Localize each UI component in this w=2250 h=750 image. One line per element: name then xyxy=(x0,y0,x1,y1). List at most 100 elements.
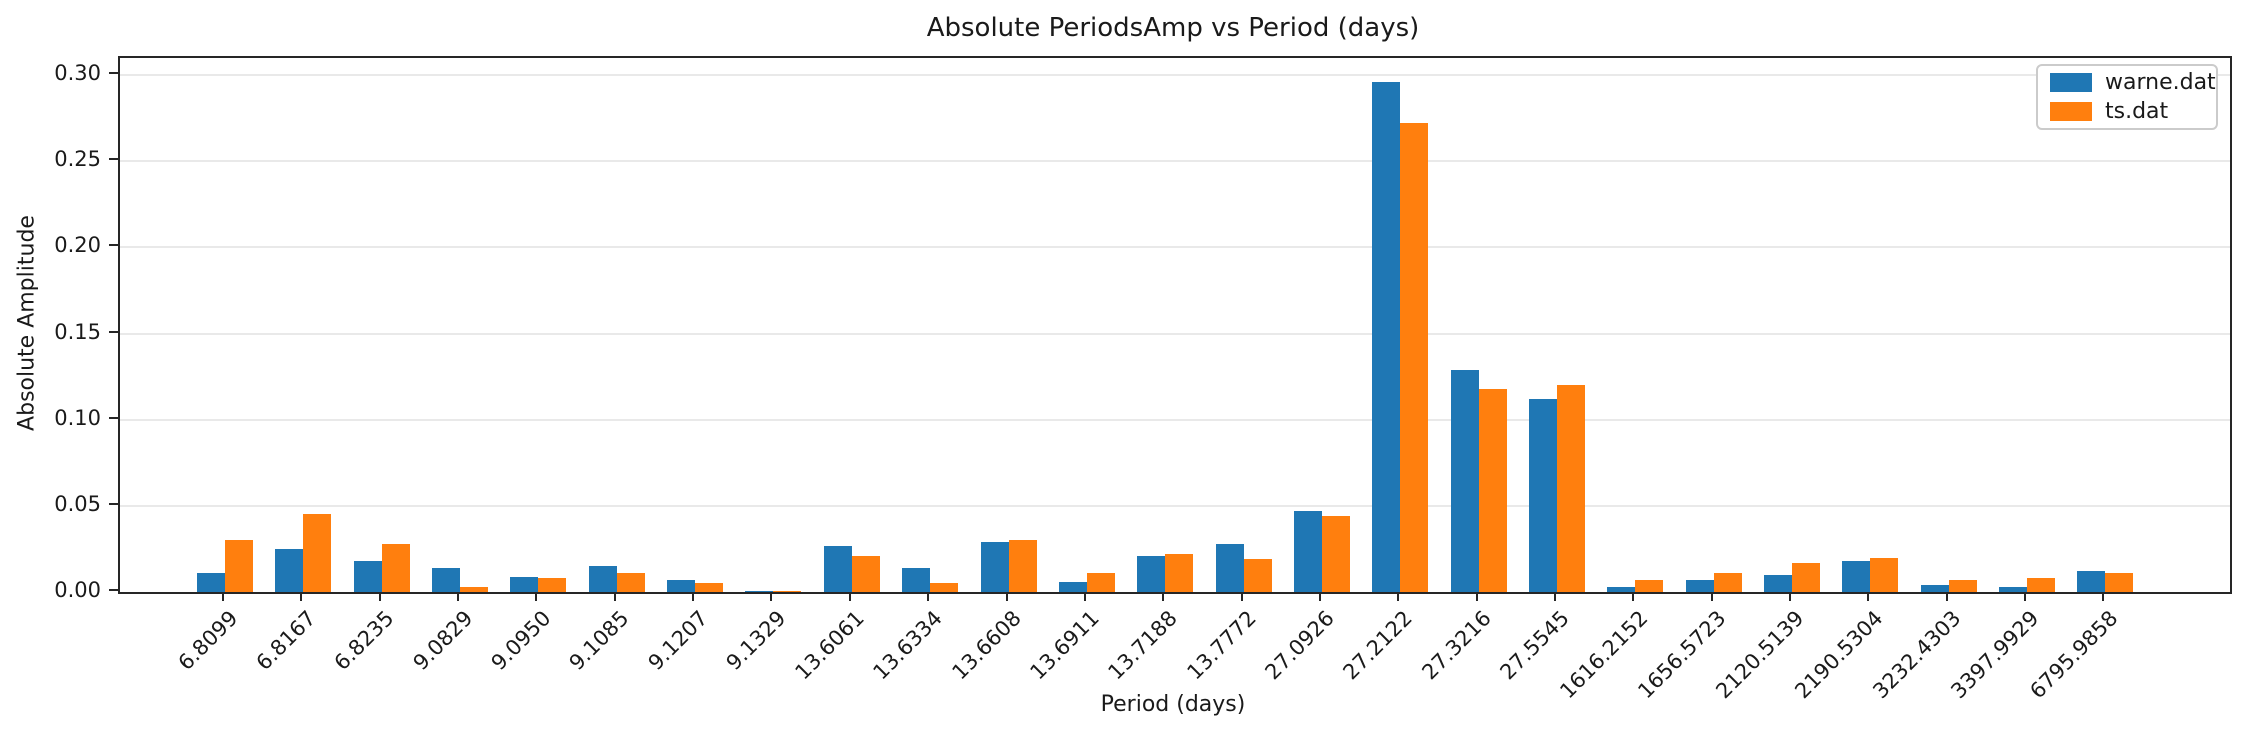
x-tick-mark xyxy=(1397,592,1400,601)
legend: warne.dat ts.dat xyxy=(2036,64,2218,130)
x-tick-mark xyxy=(378,592,381,601)
bar-ts-dat-13.6061 xyxy=(851,555,880,592)
x-tick-mark xyxy=(535,592,538,601)
y-tick-label: 0.15 xyxy=(54,319,101,344)
bar-warne-dat-9.1329 xyxy=(745,591,774,592)
bar-warne-dat-3397.9929 xyxy=(1999,586,2028,592)
bar-ts-dat-9.1329 xyxy=(773,591,802,592)
bar-ts-dat-2120.5139 xyxy=(1792,562,1820,592)
y-tick-label: 0.00 xyxy=(54,578,101,602)
bar-ts-dat-13.7772 xyxy=(1243,559,1272,592)
bar-warne-dat-3232.4303 xyxy=(1920,585,1949,592)
bar-warne-dat-13.7772 xyxy=(1215,543,1244,592)
bar-ts-dat-13.6608 xyxy=(1008,540,1037,592)
bar-warne-dat-9.1207 xyxy=(667,579,696,592)
x-tick-mark xyxy=(1553,592,1556,601)
bar-ts-dat-9.1085 xyxy=(616,573,645,592)
x-tick-mark xyxy=(1083,592,1086,601)
gridline xyxy=(120,160,2230,163)
bar-ts-dat-3232.4303 xyxy=(1948,579,1977,592)
y-tick-mark xyxy=(109,244,118,247)
x-tick-mark xyxy=(2024,592,2027,601)
gridline xyxy=(120,504,2230,507)
bar-ts-dat-1656.5723 xyxy=(1713,573,1742,592)
bar-warne-dat-6.8099 xyxy=(197,573,225,592)
plot-area xyxy=(118,56,2232,594)
bar-ts-dat-9.0950 xyxy=(538,578,567,592)
y-tick-mark xyxy=(109,416,118,419)
x-tick-mark xyxy=(1945,592,1948,601)
bar-warne-dat-6795.9858 xyxy=(2077,571,2106,592)
x-tick-mark xyxy=(1710,592,1713,601)
bar-warne-dat-27.2122 xyxy=(1372,82,1401,592)
gridline xyxy=(120,418,2230,421)
x-tick-mark xyxy=(927,592,930,601)
y-tick-label: 0.25 xyxy=(54,147,101,172)
x-tick-mark xyxy=(222,592,224,601)
bar-warne-dat-13.6061 xyxy=(823,545,852,592)
legend-item-warne-dat: warne.dat xyxy=(2050,70,2216,95)
bar-warne-dat-13.7188 xyxy=(1137,555,1166,592)
y-tick-label: 0.20 xyxy=(54,233,101,258)
x-axis-label: Period (days) xyxy=(1100,692,1246,717)
bar-warne-dat-9.0950 xyxy=(510,576,539,592)
bar-warne-dat-2190.5304 xyxy=(1842,561,1871,592)
legend-item-ts-dat: ts.dat xyxy=(2050,99,2204,124)
bar-ts-dat-3397.9929 xyxy=(2027,578,2056,592)
bar-ts-dat-9.0829 xyxy=(460,586,489,592)
bar-warne-dat-27.0926 xyxy=(1293,511,1322,592)
bar-ts-dat-1616.2152 xyxy=(1635,579,1664,592)
chart-title: Absolute PeriodsAmp vs Period (days) xyxy=(926,13,1420,43)
y-tick-mark xyxy=(109,589,118,591)
bar-warne-dat-13.6608 xyxy=(980,542,1009,592)
x-tick-mark xyxy=(300,592,303,601)
bar-ts-dat-27.2122 xyxy=(1400,123,1429,592)
bar-ts-dat-2190.5304 xyxy=(1870,557,1899,592)
x-tick-mark xyxy=(613,592,616,601)
y-tick-label: 0.05 xyxy=(54,491,101,516)
bar-warne-dat-13.6911 xyxy=(1058,581,1087,592)
legend-swatch xyxy=(2050,102,2092,121)
bar-ts-dat-9.1207 xyxy=(695,583,724,592)
x-tick-mark xyxy=(1162,592,1165,601)
bar-warne-dat-27.5545 xyxy=(1528,399,1557,592)
x-tick-mark xyxy=(1632,592,1635,601)
bar-ts-dat-13.6911 xyxy=(1086,573,1115,592)
bar-ts-dat-27.5545 xyxy=(1556,385,1585,592)
x-tick-mark xyxy=(457,592,460,601)
x-tick-mark xyxy=(1867,592,1870,601)
y-tick-mark xyxy=(109,158,118,161)
bar-ts-dat-6.8235 xyxy=(381,543,410,592)
y-tick-label: 0.10 xyxy=(54,405,101,430)
x-tick-mark xyxy=(2102,592,2105,601)
bar-ts-dat-13.7188 xyxy=(1165,554,1194,592)
bar-ts-dat-6.8167 xyxy=(303,514,332,592)
x-tick-mark xyxy=(770,592,773,601)
x-tick-mark xyxy=(1005,592,1008,601)
bar-warne-dat-2120.5139 xyxy=(1764,574,1792,592)
x-tick-mark xyxy=(1240,592,1243,601)
bar-warne-dat-1616.2152 xyxy=(1607,586,1636,592)
bar-ts-dat-27.3216 xyxy=(1478,388,1507,592)
legend-swatch xyxy=(2050,73,2092,92)
gridline xyxy=(120,246,2230,249)
bar-warne-dat-1656.5723 xyxy=(1685,579,1714,592)
gridline xyxy=(120,332,2230,335)
legend-label: ts.dat xyxy=(2105,99,2169,124)
x-tick-mark xyxy=(1789,592,1791,601)
x-tick-mark xyxy=(692,592,695,601)
x-tick-mark xyxy=(1318,592,1321,601)
y-tick-mark xyxy=(109,502,118,505)
bar-warne-dat-9.0829 xyxy=(432,567,461,592)
bar-warne-dat-13.6334 xyxy=(902,567,931,592)
bar-warne-dat-6.8167 xyxy=(275,548,304,592)
gridline xyxy=(120,74,2230,77)
y-tick-mark xyxy=(109,72,118,75)
bar-ts-dat-27.0926 xyxy=(1321,516,1350,592)
x-tick-mark xyxy=(848,592,851,601)
bar-warne-dat-27.3216 xyxy=(1450,369,1479,592)
bar-ts-dat-6.8099 xyxy=(225,540,253,592)
y-tick-mark xyxy=(109,330,118,333)
y-tick-label: 0.30 xyxy=(54,61,101,86)
